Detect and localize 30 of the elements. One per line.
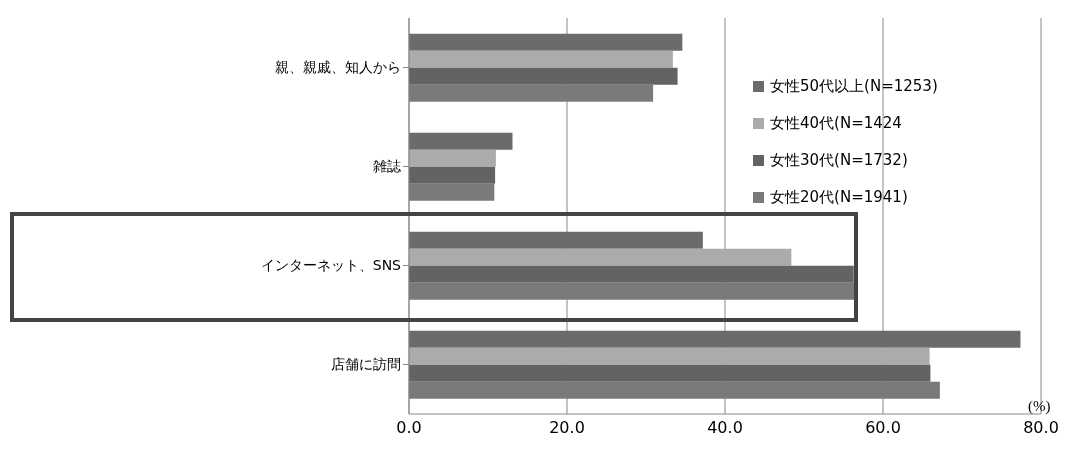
- bar: [409, 50, 673, 68]
- bar: [409, 265, 854, 283]
- x-tick-label: 40.0: [707, 418, 743, 438]
- legend-label: 女性30代(N=1732): [770, 150, 908, 171]
- bar: [409, 33, 683, 51]
- bar: [409, 84, 654, 102]
- bar: [409, 183, 495, 201]
- bar: [409, 231, 703, 249]
- legend-label: 女性40代(N=1424: [770, 113, 902, 134]
- bar: [409, 149, 496, 167]
- x-tick-label: 0.0: [396, 418, 422, 438]
- bar: [409, 166, 496, 184]
- bar: [409, 330, 1021, 348]
- bar: [409, 364, 931, 382]
- x-tick-label: 60.0: [865, 418, 901, 438]
- legend-label: 女性20代(N=1941): [770, 187, 908, 208]
- bar: [409, 381, 940, 399]
- y-tick-label: インターネット、SNS: [260, 257, 402, 274]
- y-tick-label: 雑誌: [373, 158, 401, 175]
- bar: [409, 132, 513, 150]
- bar: [409, 67, 678, 85]
- x-axis-title: (%): [1028, 398, 1051, 415]
- bar: [409, 347, 930, 365]
- x-tick-label: 80.0: [1023, 418, 1059, 438]
- y-tick-label: 店舗に訪問: [331, 356, 401, 373]
- bar: [409, 248, 792, 266]
- y-tick-label: 親、親戚、知人から: [275, 59, 401, 76]
- x-tick-label: 20.0: [549, 418, 585, 438]
- legend-label: 女性50代以上(N=1253): [770, 76, 938, 97]
- bar: [409, 282, 855, 300]
